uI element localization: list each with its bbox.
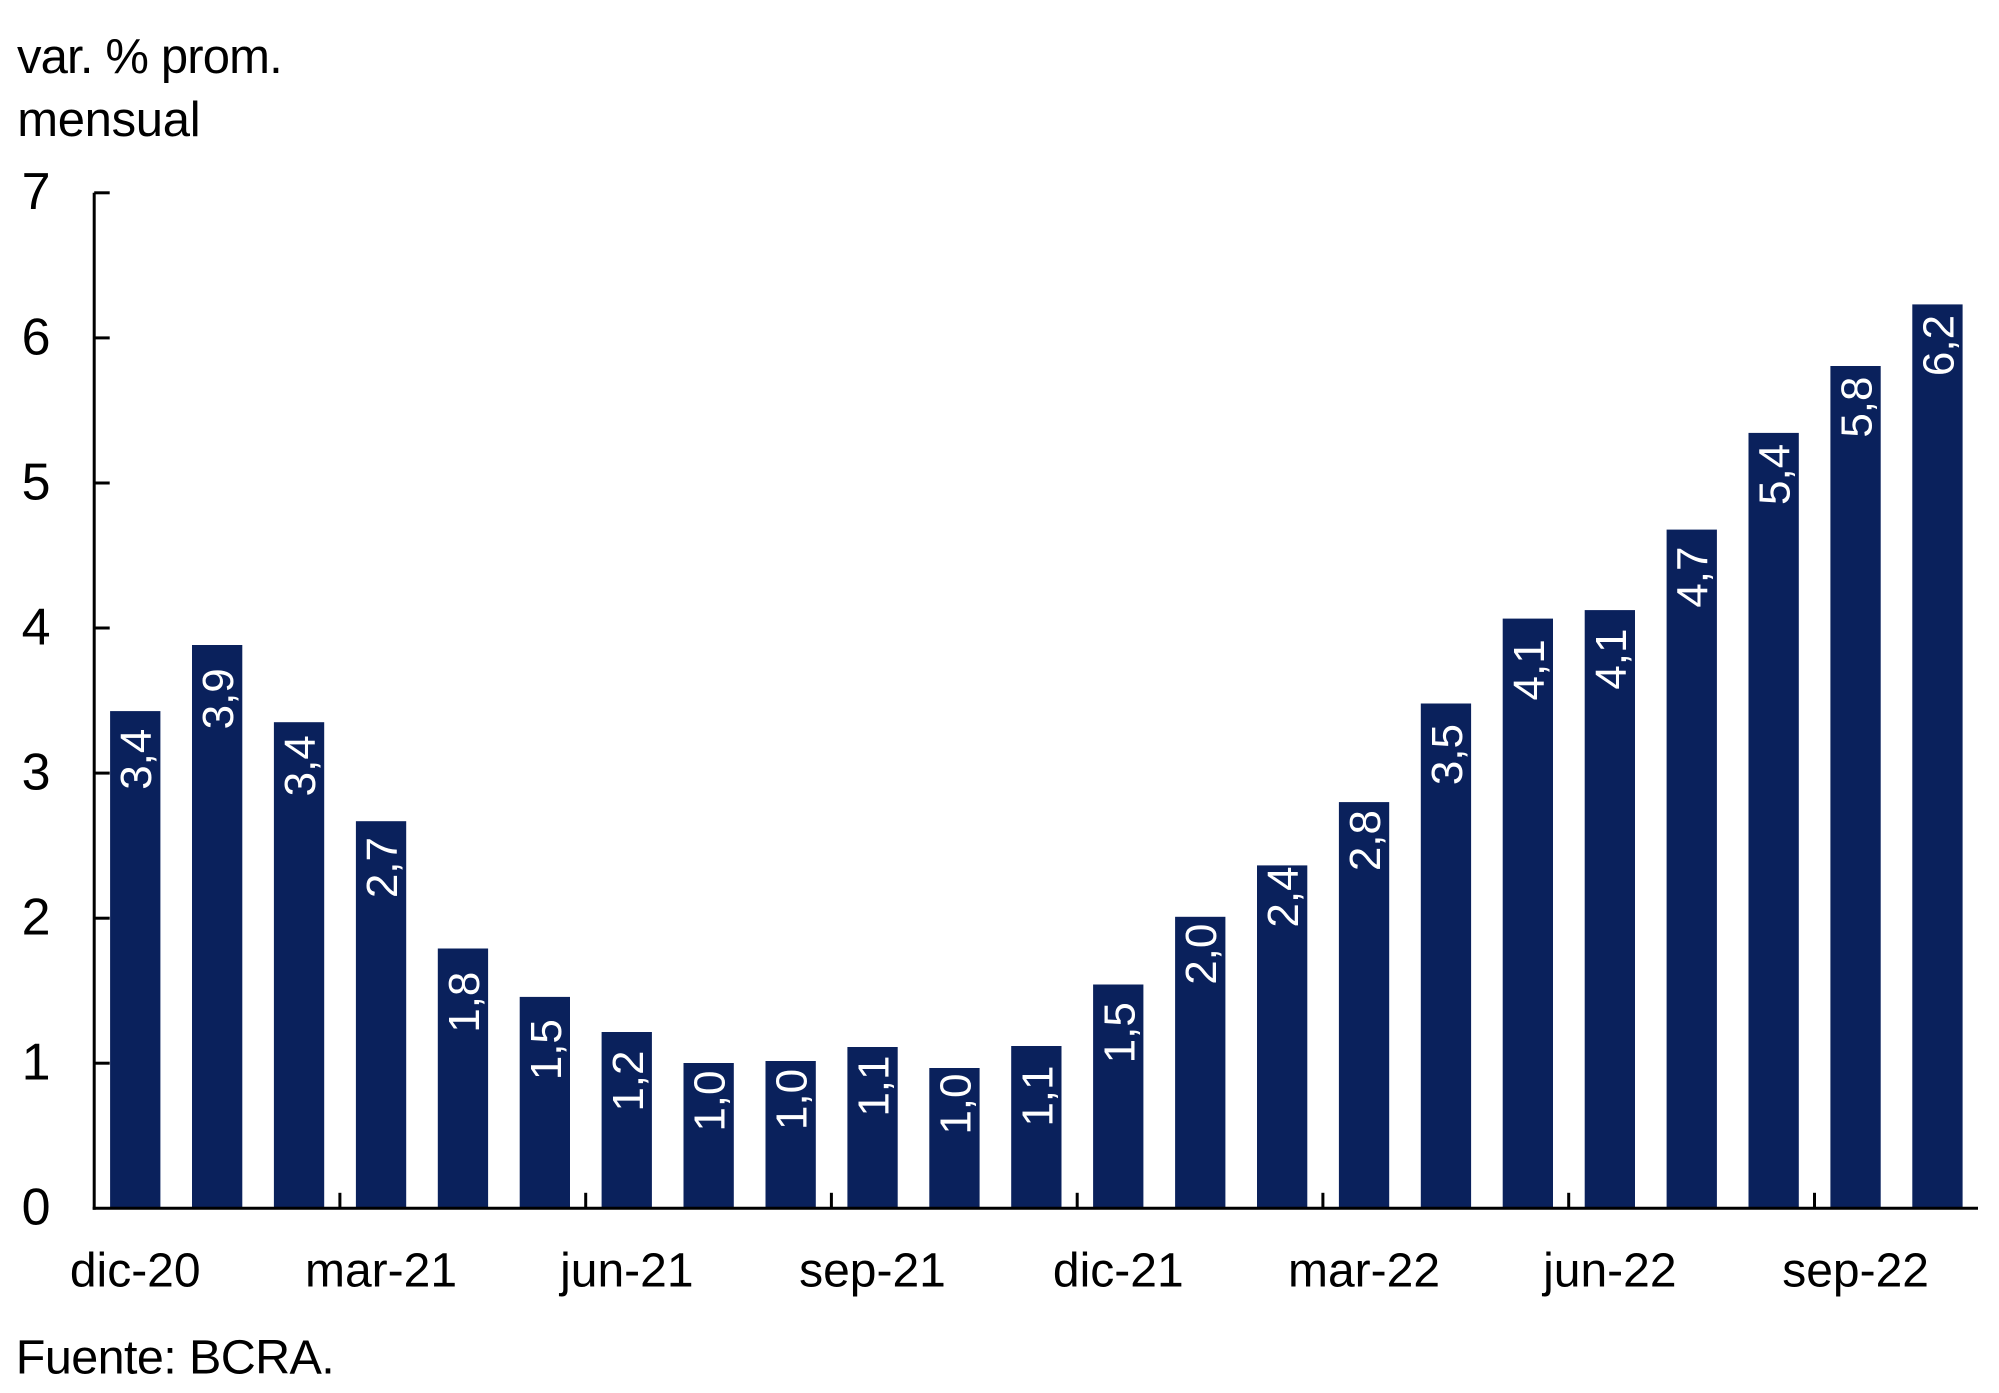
svg-text:jun-22: jun-22 (1541, 1244, 1676, 1297)
svg-text:0: 0 (22, 1179, 51, 1237)
svg-text:7: 7 (22, 163, 51, 221)
svg-text:4,7: 4,7 (1669, 547, 1718, 608)
svg-text:1,5: 1,5 (1095, 1002, 1144, 1063)
svg-text:mar-21: mar-21 (305, 1244, 457, 1297)
svg-text:jun-21: jun-21 (558, 1244, 693, 1297)
svg-text:3,4: 3,4 (276, 735, 325, 796)
svg-text:1: 1 (22, 1034, 51, 1092)
svg-text:2,0: 2,0 (1177, 924, 1226, 985)
svg-text:Fuente: BCRA.: Fuente: BCRA. (16, 1330, 334, 1384)
svg-text:mensual: mensual (17, 93, 200, 147)
svg-text:1,5: 1,5 (522, 1019, 571, 1080)
svg-text:2,7: 2,7 (358, 837, 407, 898)
svg-text:5,8: 5,8 (1833, 377, 1882, 438)
svg-text:6,2: 6,2 (1915, 315, 1964, 376)
svg-text:2,4: 2,4 (1259, 866, 1308, 927)
svg-text:var. % prom.: var. % prom. (17, 30, 282, 84)
svg-text:1,0: 1,0 (686, 1071, 735, 1132)
svg-text:1,1: 1,1 (850, 1056, 899, 1117)
svg-text:2: 2 (22, 889, 51, 947)
svg-text:2,8: 2,8 (1341, 810, 1390, 871)
svg-text:3,4: 3,4 (112, 729, 161, 790)
svg-text:3,5: 3,5 (1423, 724, 1472, 785)
svg-text:mar-22: mar-22 (1288, 1244, 1440, 1297)
svg-text:4,1: 4,1 (1505, 639, 1554, 700)
svg-text:3: 3 (22, 744, 51, 802)
svg-text:dic-20: dic-20 (70, 1244, 201, 1297)
svg-text:dic-21: dic-21 (1053, 1244, 1184, 1297)
svg-text:sep-21: sep-21 (799, 1244, 946, 1297)
svg-text:1,0: 1,0 (932, 1074, 981, 1135)
svg-text:4: 4 (22, 598, 51, 656)
svg-text:5,4: 5,4 (1751, 444, 1800, 505)
svg-text:1,8: 1,8 (440, 972, 489, 1033)
svg-text:6: 6 (22, 308, 51, 366)
svg-text:1,0: 1,0 (768, 1069, 817, 1130)
svg-text:1,1: 1,1 (1013, 1066, 1062, 1127)
svg-text:5: 5 (22, 453, 51, 511)
svg-text:4,1: 4,1 (1587, 629, 1636, 690)
svg-text:1,2: 1,2 (604, 1051, 653, 1112)
svg-text:sep-22: sep-22 (1782, 1244, 1929, 1297)
svg-text:3,9: 3,9 (194, 668, 243, 729)
